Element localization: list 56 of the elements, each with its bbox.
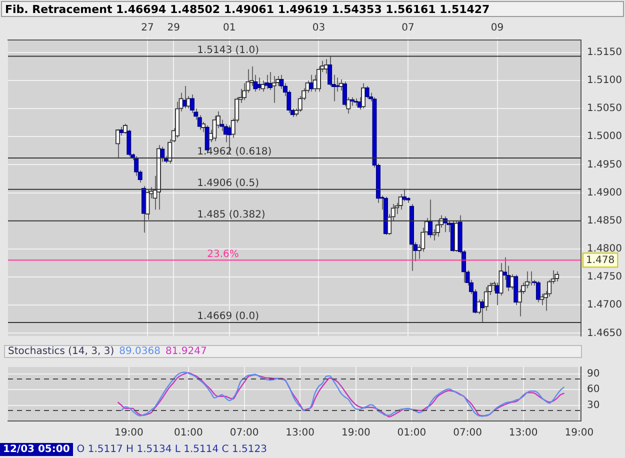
x-tick-label: 01:00: [174, 428, 203, 439]
candlestick: [160, 146, 165, 162]
y-tick-label: 1.5000: [587, 131, 622, 142]
x-tick-label: 19:00: [114, 428, 144, 439]
candlestick: [536, 280, 541, 303]
candlestick: [256, 77, 262, 92]
y-tick-label: 1.4750: [587, 272, 622, 283]
candlestick: [338, 78, 344, 92]
y-tick-label: 1.4800: [587, 244, 622, 255]
candlestick: [540, 293, 544, 306]
x-tick-label: 01:00: [397, 428, 426, 439]
candlestick: [328, 56, 332, 87]
ref-line-label: 1.4962 (0.618): [197, 146, 272, 158]
y-tick-label: 90: [587, 368, 600, 380]
x-tick-label: 19:00: [564, 428, 594, 439]
ref-line-label: 1.4669 (0.0): [197, 311, 260, 322]
y-tick-label: 1.4900: [587, 187, 622, 198]
text: 81.9247: [165, 346, 207, 357]
candlestick: [264, 74, 269, 90]
x-tick-label: 13:00: [286, 428, 314, 439]
x-tick-label: 07: [402, 22, 414, 34]
annotation: 23.6%: [207, 248, 239, 260]
candlestick: [361, 82, 366, 110]
x-tick-label: 29: [167, 22, 180, 34]
y-tick-label: 1.4850: [587, 215, 622, 226]
candlestick: [272, 75, 276, 104]
x-tick-label: 27: [141, 22, 154, 34]
y-tick-label: 1.5050: [587, 103, 622, 114]
y-tick-label: 1.4950: [587, 159, 622, 170]
x-tick-label: 07:00: [453, 428, 482, 439]
y-tick-label: 1.5150: [587, 46, 622, 58]
candlestick: [212, 115, 217, 142]
candlestick: [402, 188, 407, 202]
ref-line-label: 1.485 (0.382): [197, 209, 266, 220]
x-tick-label: 13:00: [508, 428, 538, 439]
x-tick-label: 19:00: [341, 428, 370, 439]
ref-line-label: 1.478: [586, 254, 615, 266]
y-tick-label: 1.4700: [587, 300, 622, 311]
y-tick-label: 1.4650: [587, 328, 622, 339]
y-tick-label: 30: [587, 400, 600, 411]
chart-title: Fib. Retracement 1.46694 1.48502 1.49061 1.49619 1.54353 1.56161 1.51427: [1, 1, 624, 17]
y-tick-label: 60: [587, 384, 600, 396]
candlestick: [428, 199, 433, 238]
text: 89.0368: [119, 346, 160, 357]
candlestick: [398, 193, 403, 210]
text: O 1.5117 H 1.5134 L 1.5114 C 1.5123: [76, 444, 267, 455]
x-tick-label: 09: [490, 22, 504, 34]
ref-line-label: 1.5143 (1.0): [197, 44, 260, 56]
x-tick-label: 03: [312, 22, 326, 34]
x-tick-label: 01: [223, 22, 236, 34]
x-tick-label: 07:00: [230, 428, 259, 439]
text: 12/03 05:00: [0, 443, 73, 456]
ref-line-label: 1.4906 (0.5): [197, 178, 260, 189]
chart-title: Stochastics (14, 3, 3): [8, 346, 114, 357]
candlestick: [364, 86, 370, 99]
y-tick-label: 1.5100: [587, 75, 622, 86]
